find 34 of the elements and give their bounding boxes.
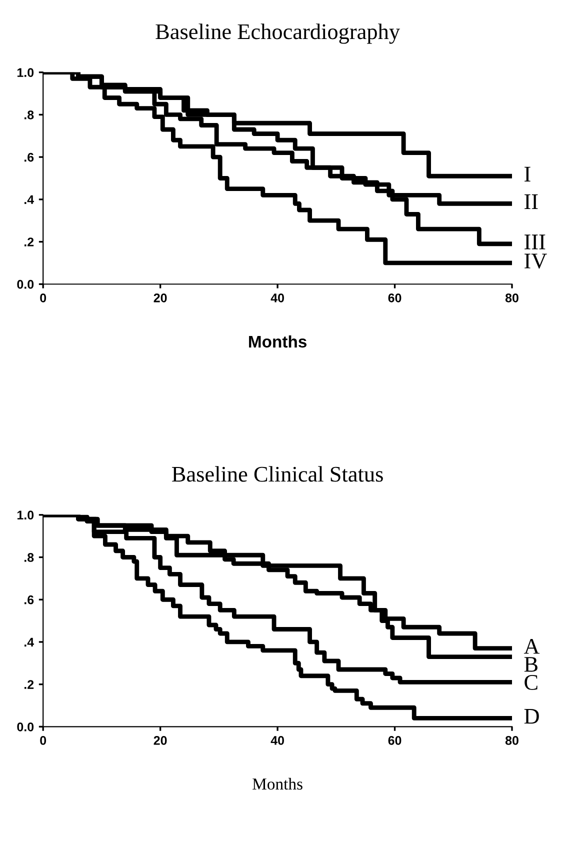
y-tick-label: .4 bbox=[24, 638, 34, 646]
y-tick-label: .6 bbox=[24, 152, 34, 162]
series-label: C bbox=[524, 674, 538, 690]
series-label: IV bbox=[524, 254, 547, 269]
x-tick-label: 60 bbox=[388, 736, 402, 745]
y-tick-label: .2 bbox=[24, 680, 34, 689]
x-tick-label: 0 bbox=[40, 293, 46, 302]
x-tick-label: 20 bbox=[154, 736, 167, 745]
chart-title: Baseline Clinical Status bbox=[172, 466, 383, 482]
y-tick-label: .6 bbox=[24, 595, 34, 604]
y-tick-label: 1.0 bbox=[17, 510, 34, 520]
x-tick-label: 40 bbox=[270, 293, 284, 302]
y-tick-label: 0.0 bbox=[17, 280, 34, 289]
x-tick-label: 80 bbox=[505, 736, 518, 745]
series-label: B bbox=[524, 657, 538, 672]
y-tick-label: .8 bbox=[24, 110, 34, 120]
x-tick-label: 0 bbox=[40, 736, 46, 745]
y-tick-label: 0.0 bbox=[17, 722, 34, 732]
y-tick-label: .8 bbox=[24, 553, 34, 562]
x-tick-label: 80 bbox=[505, 293, 518, 302]
x-axis-title: Months bbox=[249, 335, 306, 348]
series-label: II bbox=[524, 194, 538, 209]
x-tick-label: 20 bbox=[154, 293, 167, 302]
series-label: I bbox=[524, 166, 530, 182]
x-tick-label: 60 bbox=[388, 293, 402, 302]
y-tick-label: 1.0 bbox=[17, 68, 34, 77]
series-label: III bbox=[524, 234, 546, 250]
x-tick-label: 40 bbox=[270, 736, 284, 745]
series-label: D bbox=[524, 709, 539, 724]
x-axis-title: Months bbox=[252, 778, 302, 790]
series-label: A bbox=[524, 638, 540, 654]
y-tick-label: .2 bbox=[24, 238, 34, 246]
y-tick-label: .4 bbox=[24, 195, 34, 204]
chart-title: Baseline Echocardiography bbox=[156, 24, 400, 44]
